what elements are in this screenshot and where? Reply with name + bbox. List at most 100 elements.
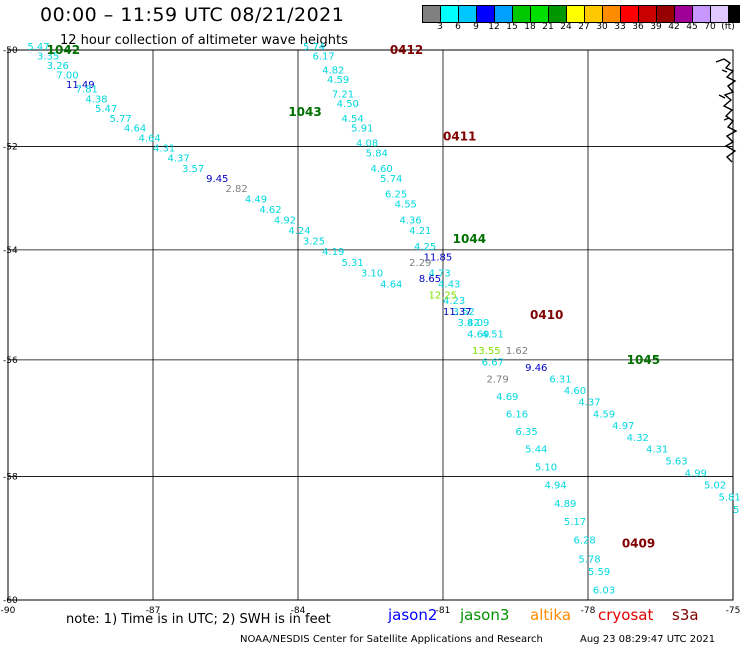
wave-height-value: 5.74 [380,174,402,185]
color-swatch [729,6,740,22]
color-scale-label: 6 [455,22,461,32]
wave-height-value: 4.99 [685,469,707,480]
map-frame [7,49,734,601]
satellite-legend-item: jason3 [460,606,510,624]
wave-height-value: 6.31 [549,375,571,386]
wave-height-value: 4.54 [342,114,364,125]
wave-height-value: 5.44 [525,445,547,456]
longitude-tick-label: -87 [146,606,161,616]
wave-height-value: 3.26 [47,61,69,72]
color-scale-label: (ft) [721,22,735,32]
wave-height-value: 6.35 [516,427,538,438]
color-swatch [495,6,513,22]
color-swatch [675,6,693,22]
wave-height-value: 11.85 [424,253,453,264]
wave-height-value: 11.37 [443,307,472,318]
wave-height-value: 4.62 [259,205,281,216]
wave-height-value: 4.32 [627,433,649,444]
wave-height-value: 4.09 [467,318,489,329]
note-text: note: 1) Time is in UTC; 2) SWH is in fe… [66,612,331,627]
color-scale-label: 15 [506,22,518,32]
color-scale-label: 30 [596,22,608,32]
color-swatch [693,6,711,22]
color-scale-label: 18 [524,22,536,32]
color-swatch [459,6,477,22]
wave-height-value: 4.08 [356,139,378,150]
color-swatch [477,6,495,22]
wave-height-value: 5.81 [719,493,740,504]
coastline [715,58,738,163]
wave-height-value: 12.25 [429,291,458,302]
wave-height-value: 4.43 [438,280,460,291]
longitude-tick-label: -75 [726,606,740,616]
pass-id-label: 0412 [390,43,423,57]
color-swatch [711,6,729,22]
color-scale-label: 36 [632,22,644,32]
wave-height-value: 3.57 [182,164,204,175]
latitude-tick-label: -52 [3,143,18,153]
pass-id-label: 0411 [443,130,476,144]
wave-height-value: 6.03 [593,586,615,597]
color-swatch [639,6,657,22]
wave-height-value: 4.31 [646,445,668,456]
wave-height-value: 4.21 [409,226,431,237]
wave-height-value: 6.67 [482,358,504,369]
wave-height-value: 9.46 [525,363,547,374]
color-scale-label: 39 [650,22,662,32]
longitude-tick-label: -90 [1,606,16,616]
wave-height-value: 5.78 [578,554,600,565]
color-swatch [549,6,567,22]
wave-height-value: 4.94 [545,481,567,492]
footer-timestamp: Aug 23 08:29:47 UTC 2021 [580,634,716,645]
wave-height-value: 4.59 [327,75,349,86]
wave-height-value: 6.25 [385,189,407,200]
wave-height-value: 4.60 [564,386,586,397]
wave-height-value: 3.10 [361,269,383,280]
color-swatch [585,6,603,22]
satellite-legend-item: altika [530,606,572,624]
page-subtitle: 12 hour collection of altimeter wave hei… [60,33,348,48]
pass-id-label: 1043 [288,105,321,119]
wave-height-value: 1.62 [506,346,528,357]
wave-height-value: 4.60 [371,164,393,175]
longitude-tick-label: -81 [436,606,451,616]
pass-id-label: 0410 [530,308,563,322]
wave-height-value: 3.25 [303,237,325,248]
page-title: 00:00 – 11:59 UTC 08/21/2021 [40,4,345,26]
wave-height-value: 4.69 [496,392,518,403]
wave-height-value: 2.82 [226,184,248,195]
wave-height-value: 5.47 [95,104,117,115]
wave-height-value: 5.74 [303,42,325,53]
color-scale-label: 9 [473,22,479,32]
wave-height-value: 4.92 [274,215,296,226]
wave-height-value: 5.45 [733,505,740,516]
latitude-tick-label: -56 [3,356,18,366]
wave-height-value: 6.16 [506,409,528,420]
wave-height-value: 5.84 [366,149,388,160]
longitude-tick-label: -84 [291,606,306,616]
latitude-tick-label: -50 [3,46,18,56]
color-swatch [441,6,459,22]
pass-id-label: 1042 [47,43,80,57]
wave-height-value: 4.55 [395,200,417,211]
wave-height-value: 5.77 [110,114,132,125]
wave-height-value: 5.59 [588,567,610,578]
pass-id-label: 1044 [453,232,486,246]
color-scale-label: 3 [437,22,443,32]
wave-height-value: 4.64 [139,134,161,145]
wave-height-value: 4.59 [593,409,615,420]
wave-height-value: 4.24 [288,226,310,237]
wave-height-value: 4.64 [124,124,146,135]
wave-height-value: 13.55 [472,346,501,357]
latitude-tick-label: -60 [3,596,18,606]
wave-height-value: 4.73 [429,269,451,280]
color-scale-label: 21 [542,22,554,32]
wave-height-value: 4.82 [322,66,344,77]
pass-id-label: 1045 [627,353,660,367]
wave-height-value: 4.49 [245,195,267,206]
wave-height-value: 6.17 [313,51,335,62]
color-swatch [513,6,531,22]
wave-height-value: 4.23 [443,296,465,307]
color-swatch [531,6,549,22]
